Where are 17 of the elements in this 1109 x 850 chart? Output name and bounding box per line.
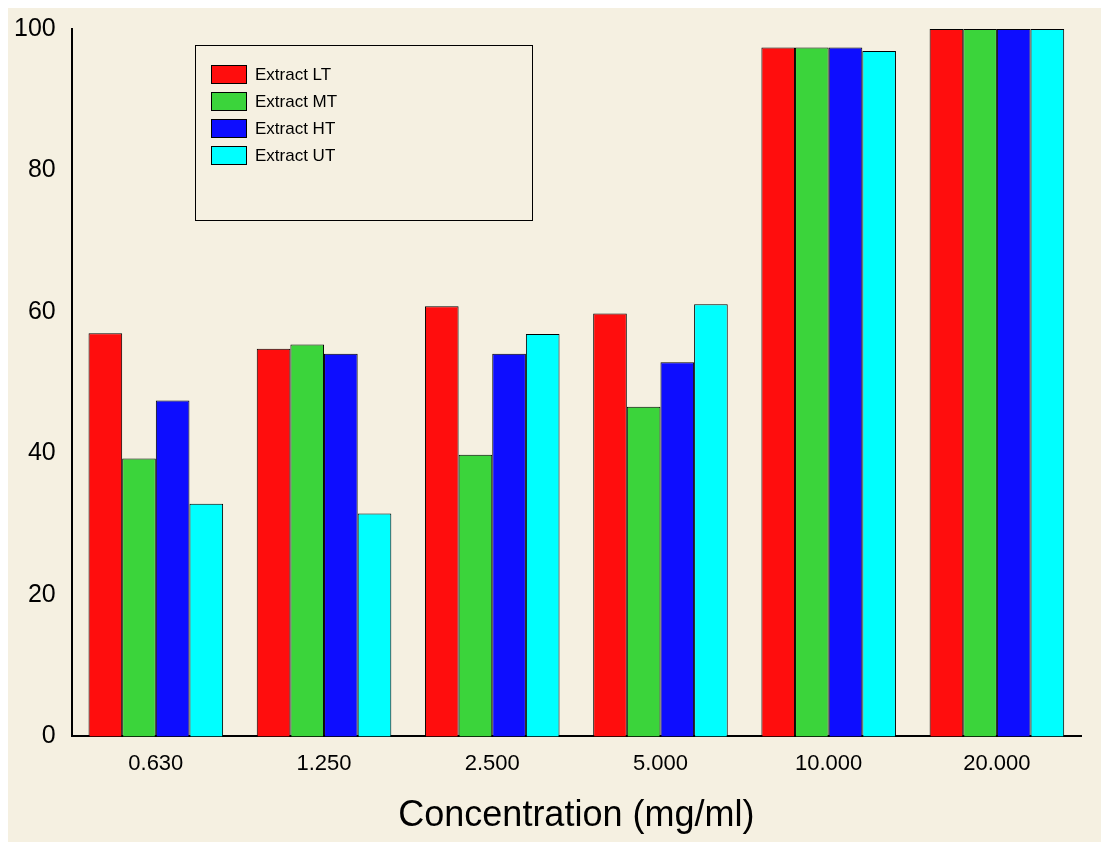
y-tick-label: 60 [27,295,56,324]
x-tick-label: 5.000 [632,749,688,775]
y-tick-label: 80 [27,154,56,183]
legend-label: Extract HT [255,118,336,139]
x-tick-label: 1.250 [296,749,352,775]
x-tick-label: 0.630 [128,749,184,775]
x-tick-label: 2.500 [464,749,520,775]
x-tick-label: 20.000 [963,749,1031,775]
y-tick-label: 20 [27,578,56,607]
legend-label: Extract LT [255,64,332,85]
y-tick-label: 100 [13,12,56,41]
y-tick-label: 40 [27,437,56,466]
y-tick-label: 0 [41,720,56,749]
x-axis-title: Concentration (mg/ml) [398,793,755,835]
legend-label: Extract UT [255,145,336,166]
legend-label: Extract MT [255,91,338,112]
x-tick-label: 10.000 [795,749,863,775]
